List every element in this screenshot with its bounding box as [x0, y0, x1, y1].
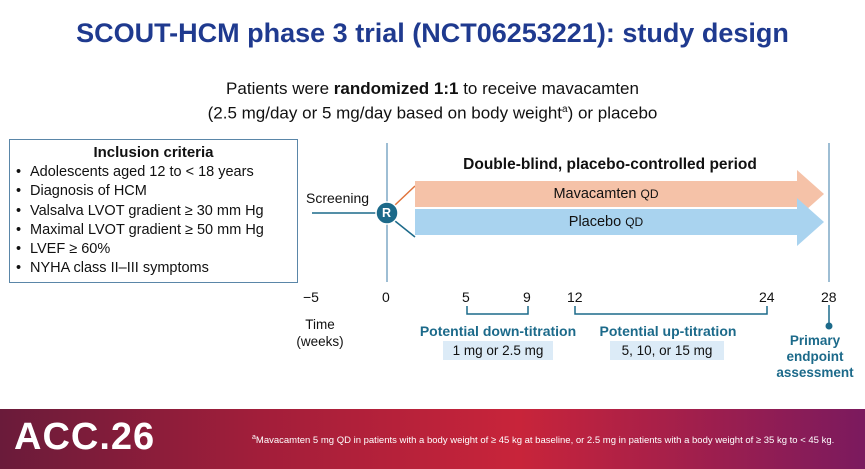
randomization-text: Patients were randomized 1:1 to receive … [0, 78, 865, 124]
tick-label: 5 [462, 289, 470, 305]
period-label: Double-blind, placebo-controlled period [463, 156, 757, 173]
inclusion-heading: Inclusion criteria [93, 144, 214, 161]
down-titration-dose-box [443, 341, 553, 360]
mavacamten-name: Mavacamten [553, 186, 637, 202]
primary-endpoint-label: Primary endpoint assessment [770, 333, 860, 381]
inclusion-list: Adolescents aged 12 to < 18 years Diagno… [10, 163, 297, 279]
endpoint-line2: endpoint [786, 349, 844, 364]
tick-label: 24 [759, 289, 775, 305]
acc-logo: ACC.26 [14, 416, 156, 458]
mavacamten-connector [394, 185, 416, 206]
placebo-name: Placebo [568, 214, 622, 230]
inclusion-item: Valsalva LVOT gradient ≥ 30 mm Hg [16, 202, 297, 222]
time-label-line1: Time [305, 317, 335, 332]
tick-label: 12 [567, 289, 583, 305]
inclusion-item: Adolescents aged 12 to < 18 years [16, 163, 297, 183]
inclusion-item: NYHA class II–III symptoms [16, 259, 297, 279]
footnote-text: Mavacamten 5 mg QD in patients with a bo… [255, 435, 835, 447]
rand-line1-bold: randomized 1:1 [333, 79, 459, 98]
mavacamten-dose-freq: QD [640, 187, 659, 201]
tick-label: 28 [821, 289, 837, 305]
footnote-sup: a [252, 434, 256, 441]
page-title: SCOUT-HCM phase 3 trial (NCT06253221): s… [76, 18, 789, 48]
down-titration-label: Potential down-titration [419, 323, 577, 339]
mavacamten-arrow [415, 170, 824, 218]
rand-line2-pre: (2.5 mg/day or 5 mg/day based on body we… [207, 103, 563, 123]
placebo-arrow [415, 198, 824, 246]
rand-line2-sup: a [562, 104, 568, 115]
up-titration-bracket [574, 306, 768, 315]
time-label-line2: (weeks) [296, 334, 344, 349]
down-titration-bracket [466, 306, 529, 315]
endpoint-dot [825, 322, 833, 330]
footnote: aMavacamten 5 mg QD in patients with a b… [252, 432, 852, 447]
rand-line1-pre: Patients were [226, 79, 334, 98]
inclusion-criteria-box: Inclusion criteria Adolescents aged 12 t… [9, 139, 298, 283]
mavacamten-arm-label: Mavacamten QD [415, 186, 797, 202]
placebo-connector [394, 220, 416, 238]
placebo-arm-label: Placebo QD [415, 214, 797, 230]
inclusion-item: LVEF ≥ 60% [16, 240, 297, 260]
time-axis-label: Time (weeks) [292, 316, 348, 350]
inclusion-item: Diagnosis of HCM [16, 182, 297, 202]
tick-label: 9 [523, 289, 531, 305]
randomization-marker [375, 201, 399, 225]
footer-banner [0, 409, 865, 469]
placebo-dose-freq: QD [625, 215, 644, 229]
rand-line2-post: ) or placebo [567, 103, 658, 123]
randomization-marker-label: R [382, 206, 392, 220]
rand-line1-post: to receive mavacamten [458, 79, 639, 98]
up-titration-dose-box [610, 341, 724, 360]
endpoint-line3: assessment [776, 365, 854, 380]
up-titration-label: Potential up-titration [599, 323, 737, 339]
inclusion-item: Maximal LVOT gradient ≥ 50 mm Hg [16, 221, 297, 241]
down-titration-dose: 1 mg or 2.5 mg [452, 343, 544, 358]
up-titration-dose: 5, 10, or 15 mg [621, 343, 713, 358]
endpoint-line1: Primary [789, 333, 841, 348]
tick-label: 0 [382, 289, 390, 305]
tick-label: −5 [303, 289, 319, 305]
screening-label: Screening [306, 190, 370, 206]
